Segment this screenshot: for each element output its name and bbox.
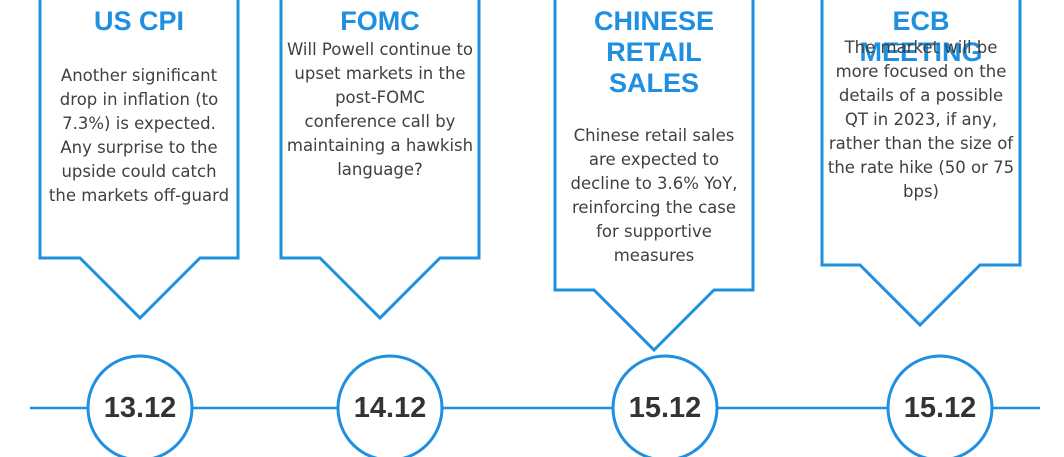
event-date: 15.12 [903,392,977,424]
body-line: maintaining a hawkish [286,136,474,155]
body-line: Any surprise to the [60,138,218,157]
body-line: reinforcing the case [571,198,737,217]
date-circle [86,354,194,457]
date-circle [336,354,444,457]
body-line: measures [613,246,695,265]
event-title: FOMC [340,6,420,36]
body-line: post-FOMC [335,88,425,107]
body-line: 7.3%) is expected. [62,114,216,133]
body-line: Chinese retail sales [573,126,735,145]
event-body: The market will be more focused on the det… [822,36,1020,204]
callout-box [820,0,1022,328]
callout-box [279,0,481,321]
body-line: Another significant [60,66,218,85]
body-line: bps) [903,182,939,201]
body-line: drop in inflation (to [59,90,219,109]
body-line: rather than the size of [828,134,1014,153]
callout-box [38,0,240,321]
event-date: 15.12 [628,392,702,424]
callout-box [553,0,755,353]
event-body: Will Powell continue to upset markets in … [281,38,479,182]
body-line: QT in 2023, if any, [844,110,998,129]
body-line: details of a possible [838,86,1004,105]
date-circle [611,354,719,457]
body-line: Will Powell continue to [286,40,474,59]
event-body: Another significant drop in inflation (to… [40,64,238,208]
body-line: upside could catch [61,162,217,181]
body-line: language? [337,160,423,179]
event-title: ECB MEETING [859,6,983,67]
event-title: CHINESE RETAIL SALES [593,6,715,98]
body-line: more focused on the [835,62,1007,81]
event-title: US CPI [93,6,185,36]
event-body: Chinese retail sales are expected to decli… [555,124,753,268]
body-line: the markets off-guard [48,186,230,205]
body-line: for supportive [596,222,712,241]
body-line: The market will be [844,38,998,57]
body-line: conference call by [304,112,456,131]
body-line: decline to 3.6% YoY, [570,174,738,193]
event-date: 13.12 [103,392,177,424]
body-line: are expected to [588,150,720,169]
date-circle [886,354,994,457]
body-line: the rate hike (50 or 75 [827,158,1015,177]
event-date: 14.12 [353,392,427,424]
body-line: upset markets in the [294,64,466,83]
